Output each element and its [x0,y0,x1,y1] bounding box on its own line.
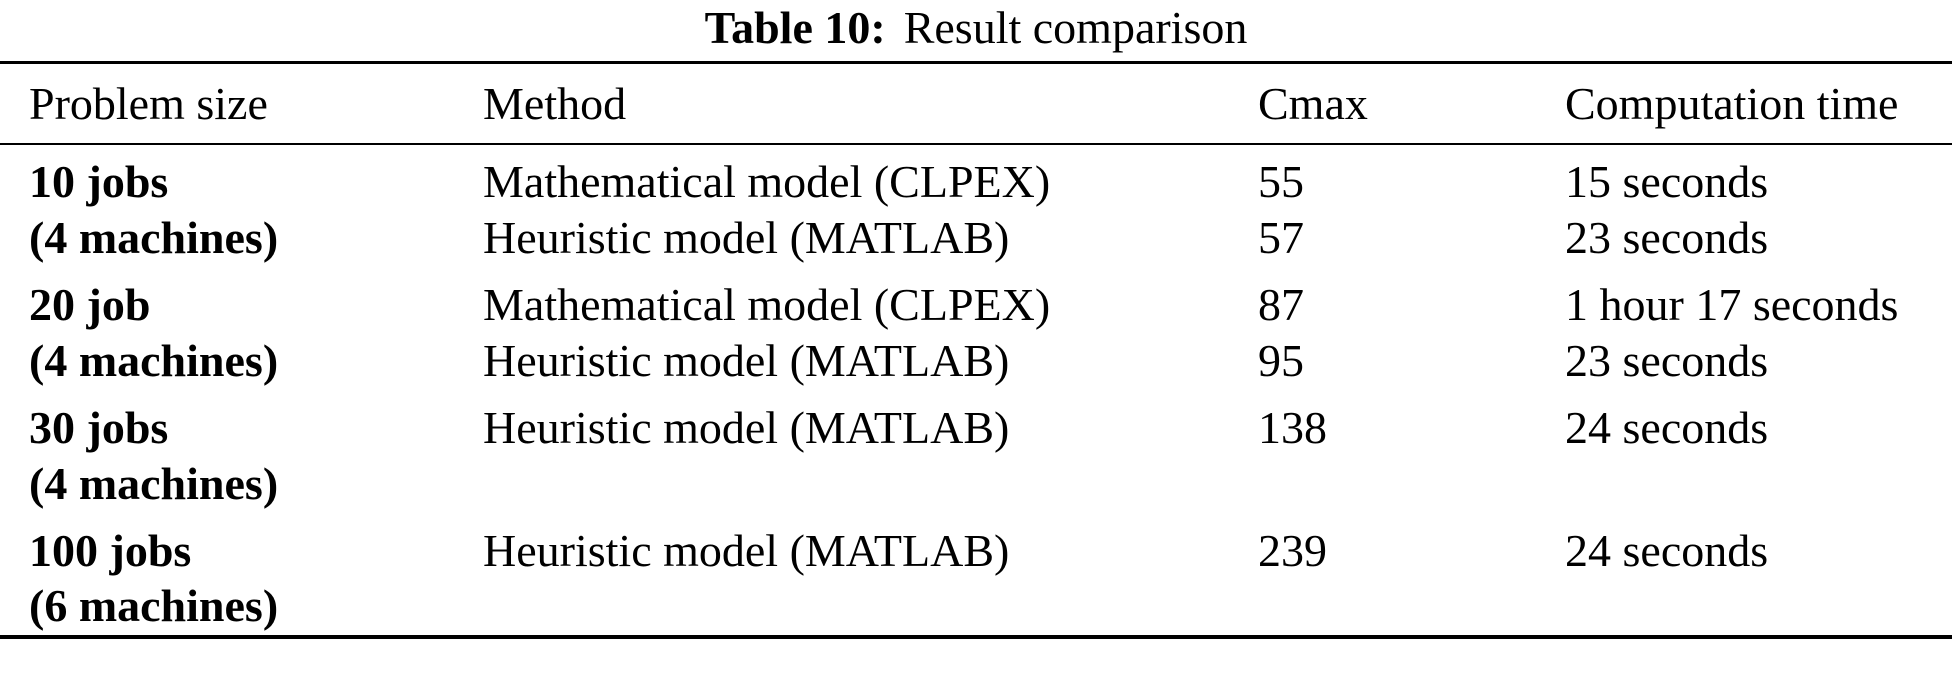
cmax-cell [1258,577,1565,637]
cmax-cell [1258,454,1565,514]
time-cell [1565,577,1952,637]
method-cell: Heuristic model (MATLAB) [483,212,1010,263]
machines-cell: (4 machines) [29,335,279,386]
time-cell: 1 hour 17 seconds [1565,278,1899,330]
problem-size-cell: 10 jobs [29,155,169,207]
table-row: 10 jobs Mathematical model (CLPEX) 55 15… [0,144,1952,208]
column-header-computation-time: Computation time [1565,62,1952,145]
time-cell [1565,454,1952,514]
table-row: (4 machines) Heuristic model (MATLAB) 57… [0,208,1952,268]
method-cell: Heuristic model (MATLAB) [483,401,1010,453]
time-cell: 24 seconds [1565,401,1769,453]
method-cell [483,577,1258,637]
table-row: (4 machines) Heuristic model (MATLAB) 95… [0,331,1952,391]
cmax-cell: 87 [1258,278,1304,330]
table-row: 100 jobs Heuristic model (MATLAB) 239 24… [0,514,1952,577]
table-row: (6 machines) [0,577,1952,637]
machines-cell: (4 machines) [29,212,279,263]
time-cell: 24 seconds [1565,524,1769,576]
cmax-cell: 95 [1258,335,1304,386]
time-cell: 23 seconds [1565,212,1769,263]
table-caption: Table 10: Result comparison [0,0,1952,61]
method-cell: Heuristic model (MATLAB) [483,524,1010,576]
method-cell: Mathematical model (CLPEX) [483,155,1051,207]
method-cell: Heuristic model (MATLAB) [483,335,1010,386]
table-caption-label: Table 10: [704,2,886,53]
time-cell: 23 seconds [1565,335,1769,386]
cmax-cell: 55 [1258,155,1304,207]
table-row: 30 jobs Heuristic model (MATLAB) 138 24 … [0,391,1952,454]
result-comparison-table: Problem size Method Cmax Computation tim… [0,61,1952,639]
method-cell [483,454,1258,514]
header-row: Problem size Method Cmax Computation tim… [0,62,1952,145]
column-header-problem-size: Problem size [0,62,483,145]
cmax-cell: 239 [1258,524,1327,576]
problem-size-cell: 100 jobs [29,524,192,576]
machines-cell: (6 machines) [29,580,279,631]
time-cell: 15 seconds [1565,155,1769,207]
table-row: (4 machines) [0,454,1952,514]
problem-size-cell: 20 job [29,278,151,330]
cmax-cell: 138 [1258,401,1327,453]
method-cell: Mathematical model (CLPEX) [483,278,1051,330]
cmax-cell: 57 [1258,212,1304,263]
table-caption-text: Result comparison [903,2,1248,53]
problem-size-cell: 30 jobs [29,401,169,453]
machines-cell: (4 machines) [29,458,279,509]
column-header-method: Method [483,62,1258,145]
table-row: 20 job Mathematical model (CLPEX) 87 1 h… [0,268,1952,331]
column-header-cmax: Cmax [1258,62,1565,145]
